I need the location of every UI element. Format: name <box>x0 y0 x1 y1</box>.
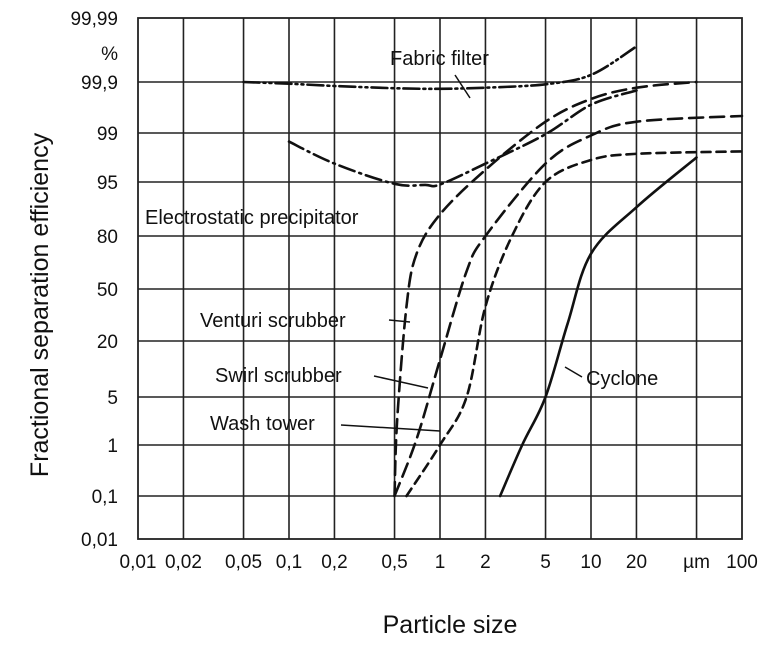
x-tick-label: 0,05 <box>225 552 262 573</box>
cyclone-leader-line <box>564 366 583 378</box>
cyclone-curve <box>498 156 698 498</box>
y-tick-label: 99 <box>97 124 118 145</box>
y-tick-label: 99,9 <box>81 73 118 94</box>
y-tick-label: 80 <box>97 227 118 248</box>
x-tick-label: 100 <box>726 552 758 573</box>
x-tick-label: 0,2 <box>321 552 347 573</box>
y-tick-label: 0,01 <box>81 530 118 551</box>
x-tick-label: 5 <box>540 552 551 573</box>
fabric-filter-curve <box>242 45 638 91</box>
wash-tower-curve <box>405 150 744 498</box>
x-tick-labels: 0,01 0,02 0,05 0,1 0,2 0,5 1 2 5 10 20 µm 100 <box>120 552 758 573</box>
y-tick-label: 99,99 <box>70 9 118 30</box>
x-tick-label: 10 <box>580 552 601 573</box>
x-tick-label: 1 <box>435 552 446 573</box>
swirl-scrubber-curve <box>393 114 744 498</box>
x-tick-label: µm <box>683 552 710 573</box>
swirl-scrubber-label: Swirl scrubber <box>215 365 342 387</box>
wash-tower-label: Wash tower <box>210 413 315 435</box>
x-axis-title: Particle size <box>383 611 518 639</box>
y-tick-label: 50 <box>97 280 118 301</box>
cyclone-label: Cyclone <box>586 368 658 390</box>
x-tick-label: 2 <box>480 552 491 573</box>
fabric-filter-label: Fabric filter <box>390 48 489 70</box>
y-tick-labels: 99,99% 99,9 99 95 80 50 20 5 1 0,1 0,01 <box>70 9 118 551</box>
x-tick-label: 0,02 <box>165 552 202 573</box>
y-tick-label: 20 <box>97 332 118 353</box>
y-unit-label: % <box>101 44 118 65</box>
venturi-scrubber-label: Venturi scrubber <box>200 310 346 332</box>
gridlines <box>138 18 742 539</box>
electrostatic-precipitator-label: Electrostatic precipitator <box>145 207 359 229</box>
wash-tower-leader-line <box>340 424 441 432</box>
x-tick-label: 20 <box>626 552 647 573</box>
efficiency-curves <box>242 45 744 498</box>
x-tick-label: 0,01 <box>120 552 157 573</box>
curve-labels: Fabric filter Electrostatic precipitator V… <box>145 48 658 435</box>
x-tick-label: 0,5 <box>381 552 407 573</box>
electrostatic-precipitator-curve <box>287 89 638 188</box>
y-tick-label: 5 <box>107 388 118 409</box>
plot-frame <box>137 17 743 540</box>
fabric-filter-leader-line <box>454 74 471 99</box>
y-axis-title: Fractional separation efficiency <box>26 132 54 477</box>
venturi-scrubber-leader-line <box>388 319 411 323</box>
y-tick-label: 1 <box>107 436 118 457</box>
swirl-scrubber-leader-line <box>373 375 429 389</box>
x-tick-label: 0,1 <box>276 552 302 573</box>
y-tick-label: 95 <box>97 173 118 194</box>
y-tick-label: 0,1 <box>92 487 118 508</box>
